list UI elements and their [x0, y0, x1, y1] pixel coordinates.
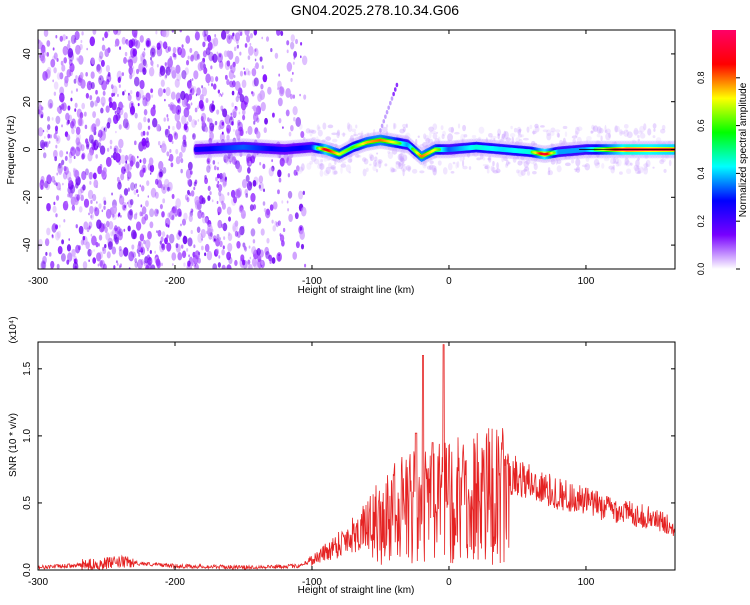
spectrogram-data — [38, 30, 675, 269]
colorbar-tick-label: 0.8 — [696, 72, 706, 85]
snr-x-tick-label: -300 — [28, 577, 48, 588]
spectrogram-x-tick-label: 100 — [578, 276, 595, 287]
snr-frame — [37, 341, 676, 571]
snr-x-tick-label: -100 — [302, 577, 322, 588]
spectrogram-x-axis-label: Height of straight line (km) — [298, 285, 415, 296]
colorbar-tick-label: 0.2 — [696, 215, 706, 228]
snr-plot-area — [38, 342, 675, 570]
spectrogram-signal-band — [193, 131, 675, 166]
spectrogram-y-tick-label: -40 — [22, 237, 33, 252]
colorbar-tick-label: 0.6 — [696, 119, 706, 132]
spectrogram-streak — [379, 82, 399, 133]
snr-x-axis-label: Height of straight line (km) — [298, 585, 415, 596]
spectrogram-x-tick-label: -100 — [302, 276, 322, 287]
snr-y-tick-label: 0.0 — [22, 563, 33, 577]
snr-series-line — [38, 344, 675, 570]
spectrogram-y-tick-label: 20 — [22, 96, 33, 108]
snr-multiplier-label: (x10⁴) — [8, 316, 19, 343]
colorbar-tick-label: 0.4 — [696, 167, 706, 180]
snr-data — [38, 344, 675, 570]
snr-y-axis-label: SNR (10 * v/v) — [8, 413, 19, 477]
snr-x-tick-label: 100 — [578, 577, 595, 588]
spectrogram-y-tick-label: 40 — [22, 48, 33, 60]
snr-y-tick-label: 1.5 — [22, 361, 33, 375]
spectrogram-y-tick-label: -20 — [22, 190, 33, 205]
snr-x-tick-label: -200 — [165, 577, 185, 588]
colorbar: 0.0 0.2 0.4 0.6 0.8 Normalized spectral ampl… — [696, 30, 749, 275]
snr-y-tick-label: 1.0 — [22, 428, 33, 442]
chart-title: GN04.2025.278.10.34.G06 — [291, 2, 459, 18]
snr-y-tick-label: 0.5 — [22, 496, 33, 510]
spectrogram-y-tick-label: 0 — [22, 146, 33, 152]
spectrogram-x-tick-label: -300 — [28, 276, 48, 287]
snr-panel: -300 -200 -100 0 100 0.0 0.5 1.0 1.5 Height of s… — [8, 316, 676, 596]
spectrogram-x-tick-label: -200 — [165, 276, 185, 287]
colorbar-label: Normalized spectral amplitude — [738, 82, 749, 217]
snr-axes: -300 -200 -100 0 100 0.0 0.5 1.0 1.5 — [22, 342, 675, 588]
spectrogram-x-tick-label: 0 — [446, 276, 452, 287]
spectrogram-y-axis-label: Frequency (Hz) — [6, 116, 17, 185]
colorbar-ticks: 0.0 0.2 0.4 0.6 0.8 — [696, 72, 740, 276]
colorbar-tick-label: 0.0 — [696, 263, 706, 276]
colorbar-gradient — [712, 30, 736, 269]
snr-x-tick-label: 0 — [446, 577, 452, 588]
